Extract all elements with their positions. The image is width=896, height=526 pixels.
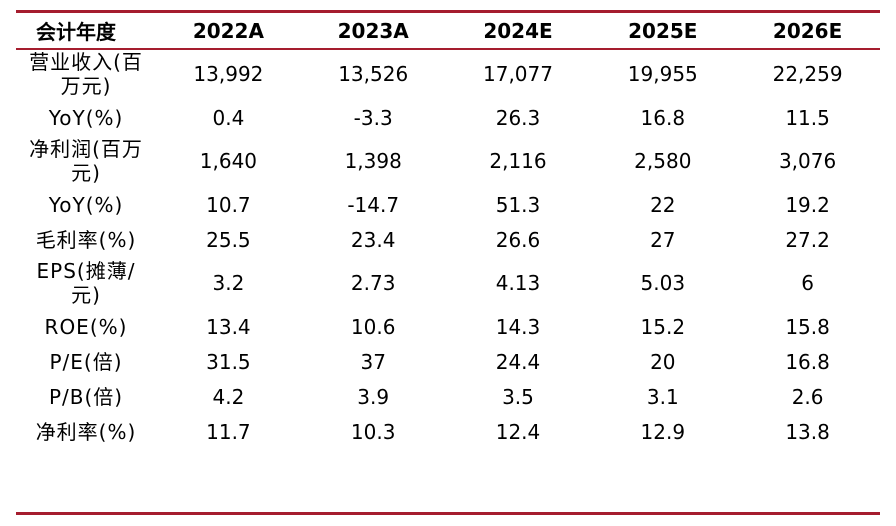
cell: 27 bbox=[650, 227, 676, 252]
table-row-net-profit-yoy: YoY(%) 10.7 -14.7 51.3 22 19.2 bbox=[16, 187, 880, 222]
header-row: 会计年度 2022A 2023A 2024E 2025E 2026E bbox=[16, 13, 880, 48]
cell: 3.9 bbox=[357, 384, 390, 409]
cell: 13,526 bbox=[338, 62, 409, 86]
cell: 31.5 bbox=[206, 349, 251, 374]
table-row-pb: P/B(倍) 4.2 3.9 3.5 3.1 2.6 bbox=[16, 379, 880, 414]
header-2023a: 2023A bbox=[337, 18, 409, 43]
cell: 13.8 bbox=[785, 419, 830, 444]
cell: 12.4 bbox=[495, 419, 541, 444]
cell: 1,398 bbox=[344, 149, 402, 173]
cell: 3,076 bbox=[778, 149, 837, 173]
row-label: P/E(倍) bbox=[49, 349, 123, 374]
row-label: ROE(%) bbox=[44, 314, 128, 339]
cell: 0.4 bbox=[212, 105, 245, 130]
header-2024e: 2024E bbox=[483, 18, 553, 43]
cell: 24.4 bbox=[495, 349, 541, 374]
cell: 1,640 bbox=[199, 149, 258, 173]
header-2022a: 2022A bbox=[192, 18, 264, 43]
cell: 17,077 bbox=[483, 62, 553, 86]
cell: 12.9 bbox=[640, 419, 686, 444]
cell: 16.8 bbox=[785, 349, 830, 374]
row-label: P/B(倍) bbox=[48, 384, 124, 409]
cell: 51.3 bbox=[495, 192, 541, 217]
cell: 19,955 bbox=[627, 62, 698, 86]
cell: 2,580 bbox=[634, 149, 692, 173]
cell: 2,116 bbox=[489, 149, 547, 173]
cell: 4.13 bbox=[495, 271, 541, 295]
cell: 13.4 bbox=[206, 314, 251, 339]
table-row-gross-margin: 毛利率(%) 25.5 23.4 26.6 27 27.2 bbox=[16, 222, 880, 257]
cell: 27.2 bbox=[785, 227, 830, 252]
cell: 4.2 bbox=[212, 384, 245, 409]
cell: 14.3 bbox=[495, 314, 541, 339]
cell: 11.5 bbox=[785, 105, 830, 130]
table-row-roe: ROE(%) 13.4 10.6 14.3 15.2 15.8 bbox=[16, 309, 880, 344]
table-row-pe: P/E(倍) 31.5 37 24.4 20 16.8 bbox=[16, 344, 880, 379]
cell: 26.6 bbox=[495, 227, 541, 252]
cell: 16.8 bbox=[640, 105, 686, 130]
cell: 10.7 bbox=[206, 192, 251, 217]
table-row-net-margin: 净利率(%) 11.7 10.3 12.4 12.9 13.8 bbox=[16, 414, 880, 449]
table-bottom-rule bbox=[16, 512, 880, 515]
table-row-revenue: 营业收入(百万元) 13,992 13,526 17,077 19,955 22… bbox=[16, 48, 880, 100]
cell: -3.3 bbox=[353, 105, 393, 130]
cell: 3.5 bbox=[502, 384, 534, 409]
cell: 22,259 bbox=[772, 62, 843, 86]
cell: 3.1 bbox=[646, 384, 679, 409]
cell: 15.2 bbox=[640, 314, 686, 339]
cell: 2.73 bbox=[350, 271, 396, 295]
cell: 10.6 bbox=[350, 314, 396, 339]
cell: 6 bbox=[801, 271, 814, 295]
cell: 15.8 bbox=[785, 314, 830, 339]
cell: 13,992 bbox=[193, 62, 264, 86]
table-row-revenue-yoy: YoY(%) 0.4 -3.3 26.3 16.8 11.5 bbox=[16, 100, 880, 135]
cell: 3.2 bbox=[212, 271, 245, 295]
row-label: EPS(摊薄/元) bbox=[36, 259, 136, 307]
financial-forecast-table: 会计年度 2022A 2023A 2024E 2025E 2026E 营业收入(… bbox=[16, 13, 880, 449]
cell: 26.3 bbox=[495, 105, 541, 130]
row-label: 毛利率(%) bbox=[35, 227, 137, 252]
cell: -14.7 bbox=[347, 192, 400, 217]
cell: 2.6 bbox=[791, 384, 824, 409]
cell: 22 bbox=[650, 192, 676, 217]
cell: 25.5 bbox=[206, 227, 251, 252]
header-2026e: 2026E bbox=[772, 18, 843, 43]
header-bottom-rule bbox=[16, 48, 880, 50]
cell: 37 bbox=[360, 349, 386, 374]
cell: 5.03 bbox=[640, 271, 686, 295]
header-fiscal-year: 会计年度 bbox=[36, 20, 116, 44]
row-label: 营业收入(百万元) bbox=[29, 50, 143, 98]
cell: 10.3 bbox=[350, 419, 396, 444]
table-top-rule bbox=[16, 10, 880, 13]
cell: 20 bbox=[650, 349, 676, 374]
cell: 23.4 bbox=[350, 227, 396, 252]
row-label: YoY(%) bbox=[48, 105, 124, 130]
header-2025e: 2025E bbox=[628, 18, 698, 43]
row-label: YoY(%) bbox=[48, 192, 124, 217]
cell: 19.2 bbox=[785, 192, 830, 217]
cell: 11.7 bbox=[206, 419, 251, 444]
row-label: 净利率(%) bbox=[35, 419, 137, 444]
table-row-net-profit: 净利润(百万元) 1,640 1,398 2,116 2,580 3,076 bbox=[16, 135, 880, 187]
table-row-eps: EPS(摊薄/元) 3.2 2.73 4.13 5.03 6 bbox=[16, 257, 880, 309]
row-label: 净利润(百万元) bbox=[29, 137, 143, 185]
